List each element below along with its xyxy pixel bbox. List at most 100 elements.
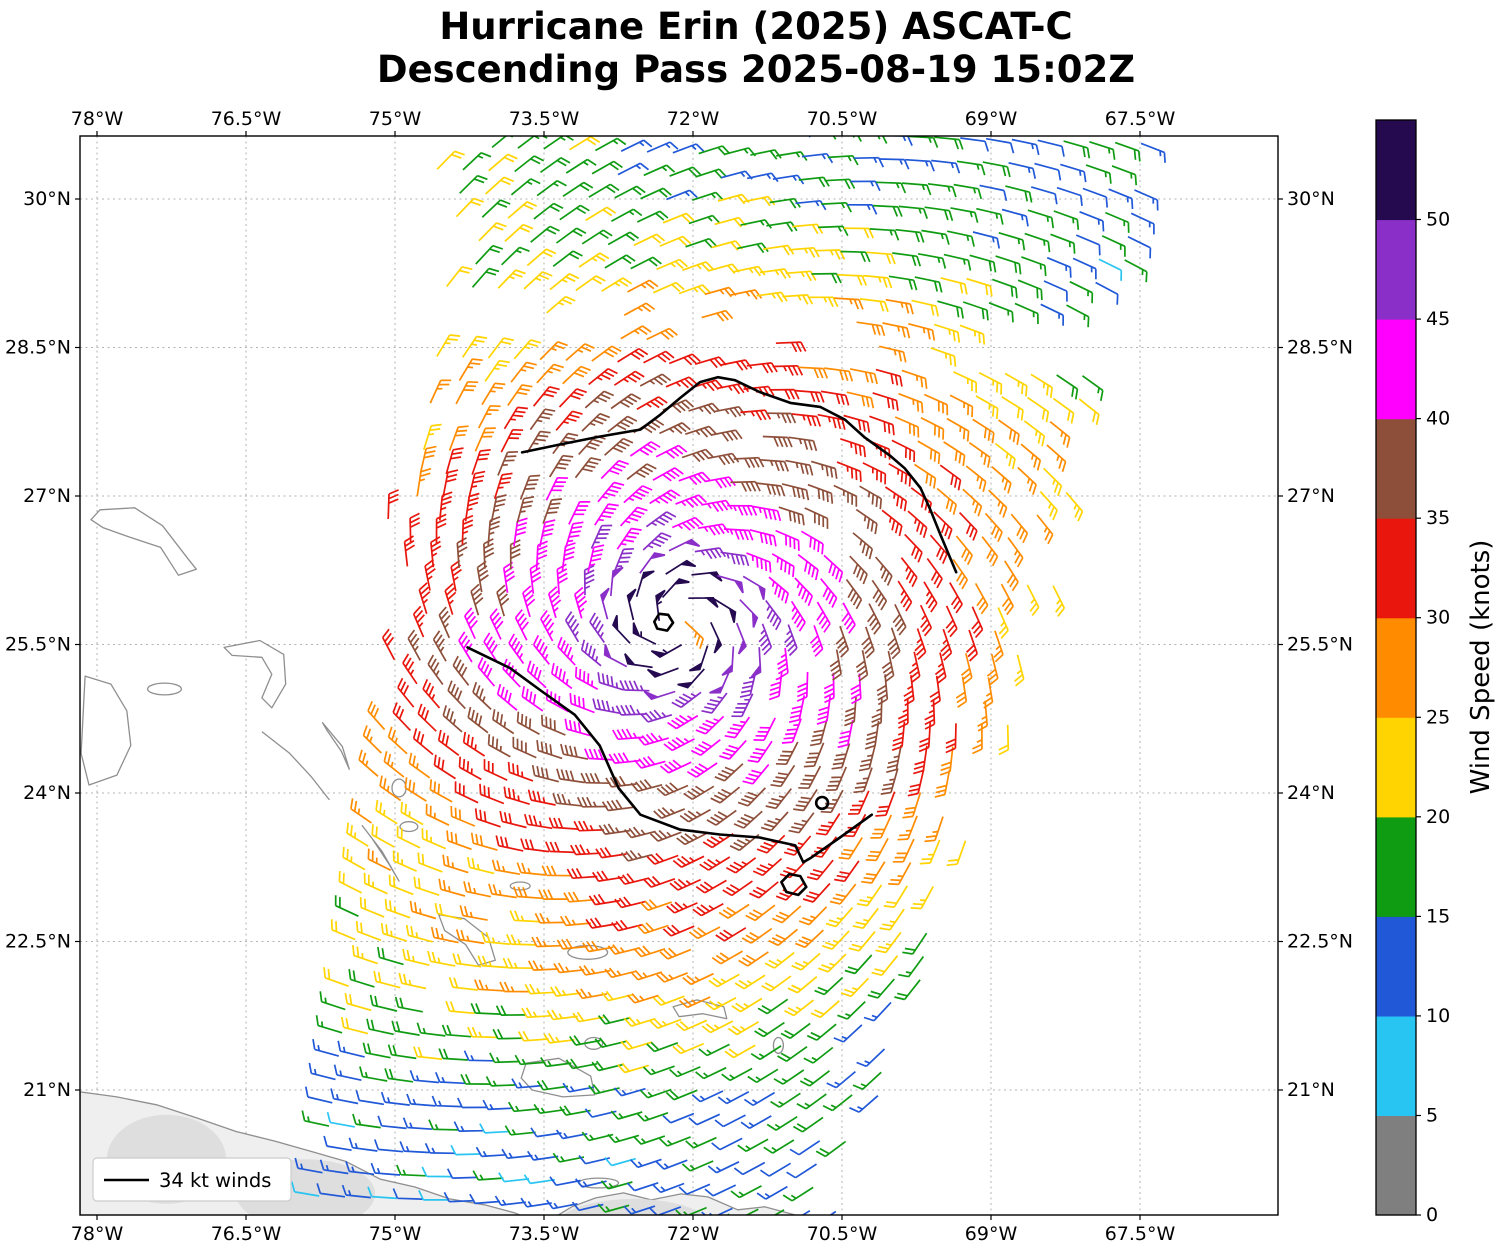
wind-barb (685, 1136, 717, 1149)
wind-barb (668, 538, 701, 552)
wind-barb (694, 356, 727, 369)
wind-barb (553, 962, 585, 974)
wind-barb (403, 535, 416, 567)
wind-barb (530, 1127, 562, 1138)
wind-barb (982, 677, 994, 709)
wind-barb (576, 796, 608, 808)
wind-barb (417, 703, 437, 732)
wind-barb (574, 457, 602, 479)
wind-barb (809, 625, 824, 657)
wind-barb (438, 1048, 468, 1061)
wind-barb (691, 379, 724, 392)
wind-barb (521, 686, 544, 712)
wind-barb (653, 806, 686, 819)
wind-barb (688, 645, 709, 672)
wind-barb (435, 1071, 465, 1085)
wind-barb (457, 1097, 488, 1109)
wind-barb (458, 358, 483, 382)
wind-barb (494, 1195, 526, 1206)
wind-barb (626, 588, 637, 621)
wind-barb (739, 599, 759, 628)
wind-barb (506, 934, 536, 946)
wind-barb (885, 298, 914, 315)
wind-barb (888, 275, 918, 291)
wind-barb (333, 1064, 362, 1082)
wind-barb (526, 660, 547, 689)
wind-barb (721, 1067, 753, 1082)
wind-barb (573, 820, 604, 832)
wind-barb (636, 1111, 669, 1122)
wind-barb (1060, 163, 1087, 183)
wind-barb (745, 904, 776, 922)
wind-barb (803, 1046, 834, 1064)
wind-barb (437, 729, 460, 756)
wind-barb (766, 1115, 798, 1131)
wind-barb (531, 764, 560, 783)
wind-barb (902, 792, 922, 819)
island-abaco (90, 507, 197, 576)
wind-barb (514, 155, 545, 173)
wind-barb (484, 359, 510, 382)
wind-barb (495, 1005, 527, 1016)
wind-barb (541, 714, 566, 736)
wind-barb (960, 653, 973, 685)
wind-barb (556, 768, 585, 784)
wind-barb (470, 107, 499, 123)
wind-barb (994, 442, 1016, 470)
wind-barb (821, 201, 852, 213)
wind-barb (492, 1028, 523, 1040)
wind-barb (905, 158, 935, 172)
wind-barb (682, 261, 714, 272)
wind-barb (934, 769, 951, 798)
wind-barb (669, 166, 702, 177)
wind-barb (448, 425, 469, 451)
wind-barb (788, 246, 820, 258)
wind-barb (982, 161, 1011, 178)
lat-tick-label-right: 24°N (1287, 782, 1335, 804)
wind-barb (895, 228, 925, 243)
wind-barb (443, 1191, 475, 1203)
wind-barb (1013, 654, 1025, 687)
wind-barb (442, 705, 463, 733)
wind-barb (610, 208, 643, 222)
wind-barb (672, 1042, 705, 1055)
wind-barb (491, 859, 521, 876)
wind-barb (940, 277, 968, 295)
wind-barb (445, 447, 464, 475)
wind-barb (418, 1190, 449, 1201)
wind-barb (428, 1119, 459, 1131)
wind-barb (921, 229, 950, 245)
wind-barb (849, 368, 878, 385)
wind-barb (342, 846, 366, 871)
wind-barb (1039, 491, 1058, 521)
wind-barb (1089, 140, 1116, 160)
wind-barb (844, 954, 873, 975)
wind-barb (348, 968, 375, 988)
wind-barb (490, 494, 507, 523)
wind-barb (485, 176, 515, 195)
wind-barb (1063, 140, 1091, 159)
wind-barb (829, 883, 857, 905)
wind-barb (754, 127, 785, 135)
wind-barb (594, 137, 627, 152)
wind-barb (563, 891, 595, 903)
wind-barb (398, 972, 427, 990)
wind-barb (713, 598, 737, 623)
lat-tick-label-left: 24°N (23, 782, 71, 804)
wind-barb (727, 504, 758, 516)
wind-barb (790, 600, 806, 632)
wind-barb (509, 539, 521, 570)
wind-barb (884, 486, 908, 512)
wind-barb (731, 997, 763, 1013)
wind-barb (467, 1026, 498, 1039)
wind-barb (824, 367, 854, 382)
island-long-island (361, 824, 400, 882)
wind-barb (387, 1044, 417, 1060)
wind-barb (1027, 209, 1055, 229)
wind-barb (934, 136, 964, 150)
gridlines (80, 136, 1278, 1215)
wind-barb (543, 1032, 575, 1044)
wind-barb (798, 176, 830, 188)
wind-barb (754, 1021, 785, 1038)
wind-barb (782, 294, 814, 305)
